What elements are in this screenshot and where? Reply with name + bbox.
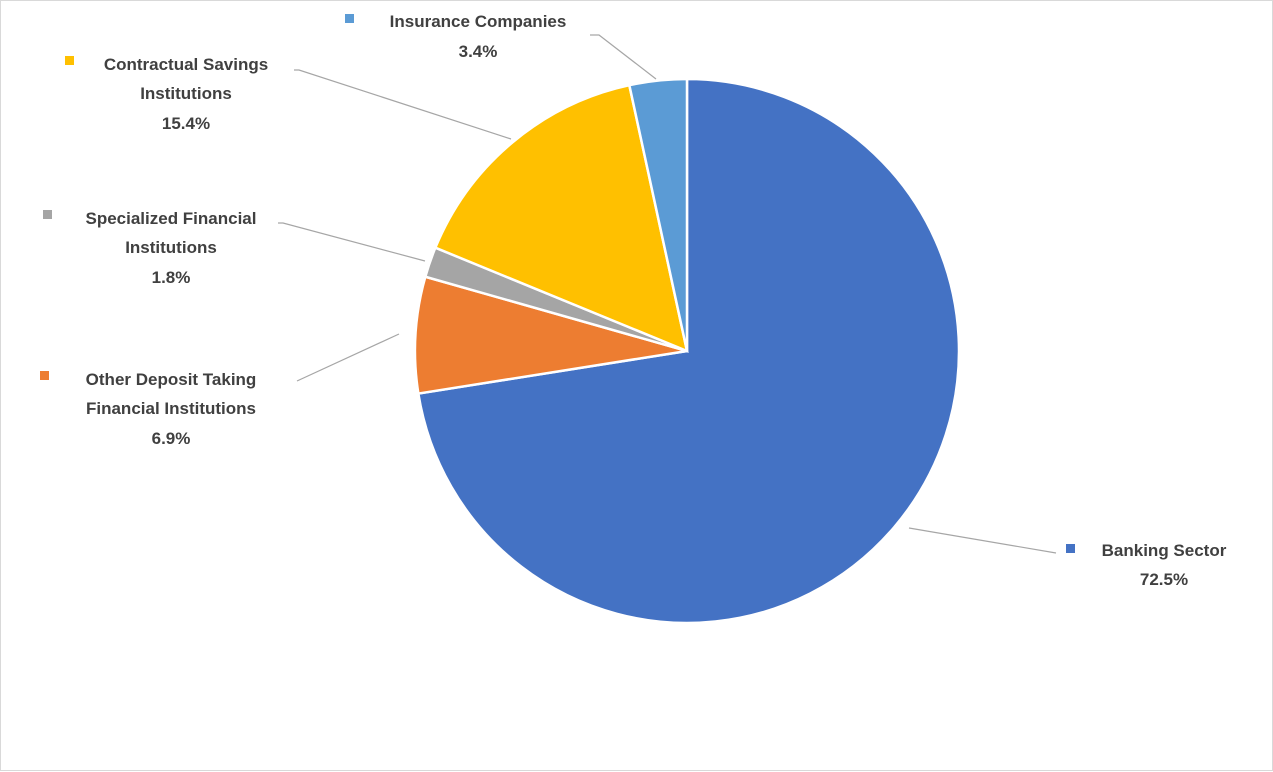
data-label-name-other-deposit-taking-financial-institutions: Financial Institutions — [86, 399, 256, 418]
data-label-name-specialized-financial-institutions: Institutions — [125, 238, 217, 257]
pie-slice-banking-sector — [416, 77, 961, 625]
data-label-name-insurance-companies: Insurance Companies — [390, 12, 567, 31]
data-label-name-other-deposit-taking-financial-institutions: Other Deposit Taking — [86, 370, 257, 389]
leader-lines — [278, 34, 1057, 554]
pie-slice-insurance-companies — [627, 77, 689, 352]
data-label-value-other-deposit-taking-financial-institutions: 6.9% — [152, 429, 191, 448]
leader-line-banking-sector — [908, 527, 1057, 554]
data-label-name-contractual-savings-institutions: Contractual Savings — [104, 55, 268, 74]
pie-slices — [413, 77, 961, 625]
data-labels: Banking Sector 72.5% Other Deposit Taking F… — [40, 12, 1227, 589]
leader-line-specialized-financial-institutions — [278, 222, 426, 262]
pie-slice-other-deposit-taking-financial-institutions — [413, 275, 688, 395]
legend-marker-specialized-financial-institutions — [43, 210, 52, 219]
legend-marker-contractual-savings-institutions — [65, 56, 74, 65]
leader-line-other-deposit-taking-financial-institutions — [296, 333, 400, 382]
legend-marker-other-deposit-taking-financial-institutions — [40, 371, 49, 380]
leader-line-insurance-companies — [590, 34, 657, 80]
legend-marker-insurance-companies — [345, 14, 354, 23]
pie-slice-contractual-savings-institutions — [433, 83, 689, 354]
leader-line-contractual-savings-institutions — [294, 69, 512, 140]
data-label-value-insurance-companies: 3.4% — [459, 42, 498, 61]
data-label-value-banking-sector: 72.5% — [1140, 570, 1188, 589]
legend-marker-banking-sector — [1066, 544, 1075, 553]
data-label-name-contractual-savings-institutions: Institutions — [140, 84, 232, 103]
data-label-name-specialized-financial-institutions: Specialized Financial — [85, 209, 256, 228]
data-label-name-banking-sector: Banking Sector — [1102, 541, 1227, 560]
data-label-value-contractual-savings-institutions: 15.4% — [162, 114, 210, 133]
data-label-value-specialized-financial-institutions: 1.8% — [152, 268, 191, 287]
